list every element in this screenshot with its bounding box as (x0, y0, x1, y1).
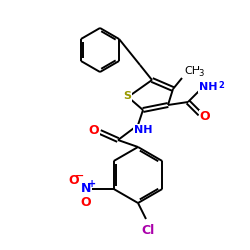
Text: O: O (68, 174, 79, 188)
Text: S: S (123, 91, 131, 101)
Text: Cl: Cl (142, 224, 154, 237)
Text: O: O (89, 124, 99, 136)
Text: −: − (75, 171, 85, 181)
Text: NH: NH (199, 82, 217, 92)
Text: 3: 3 (198, 70, 203, 78)
Text: O: O (200, 110, 210, 124)
Text: NH: NH (134, 125, 152, 135)
Text: 2: 2 (218, 81, 224, 90)
Text: +: + (88, 179, 96, 189)
Text: CH: CH (184, 66, 200, 76)
Text: O: O (80, 196, 91, 209)
Text: N: N (80, 182, 91, 196)
